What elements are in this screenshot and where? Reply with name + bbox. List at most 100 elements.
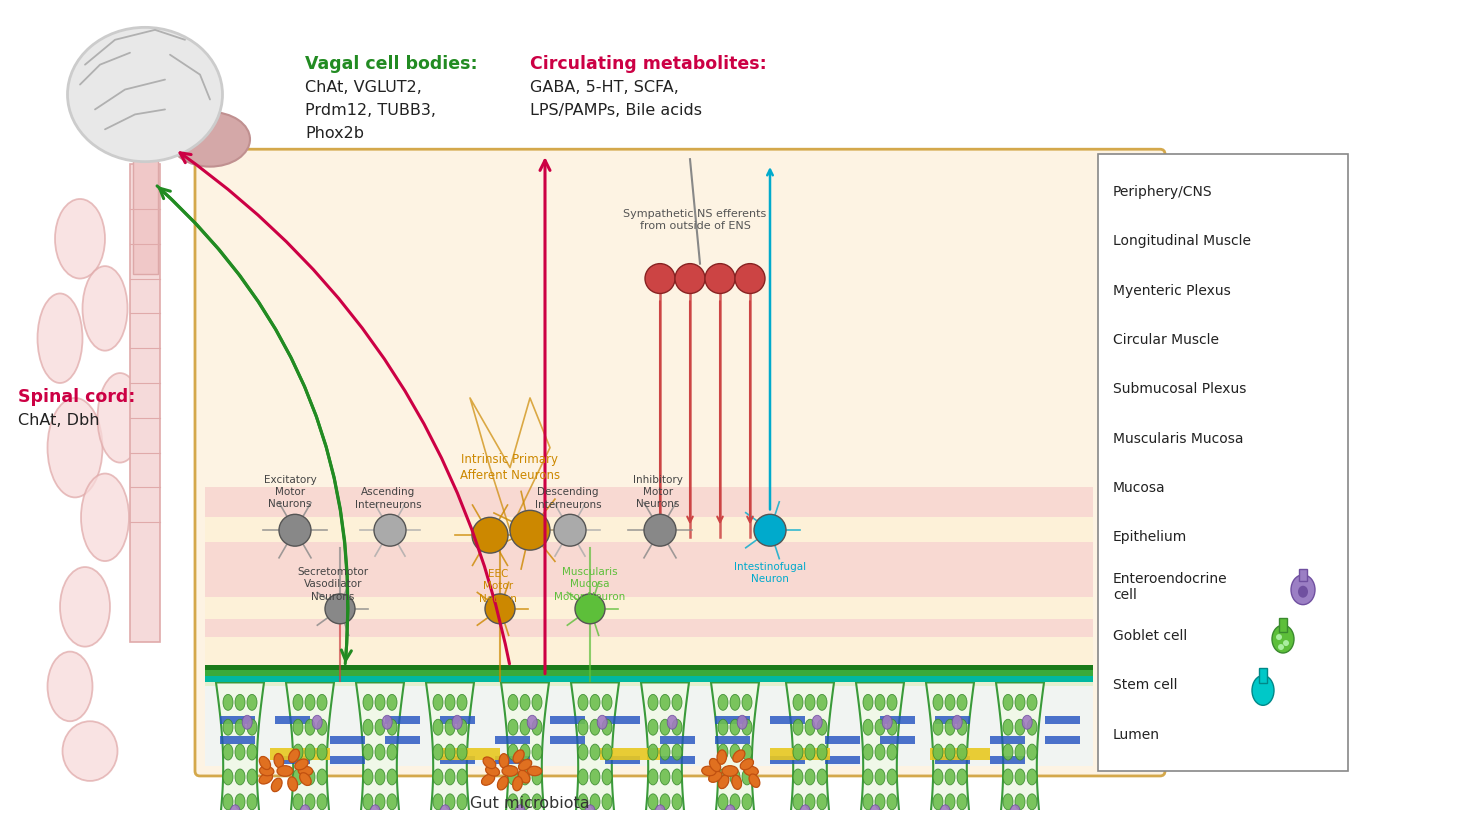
Text: Myenteric Plexus: Myenteric Plexus: [1113, 284, 1230, 298]
Bar: [204, 597, 1094, 619]
Ellipse shape: [1291, 575, 1316, 605]
Ellipse shape: [957, 794, 967, 810]
Bar: [220, 716, 254, 724]
Ellipse shape: [304, 769, 315, 785]
Ellipse shape: [272, 778, 282, 792]
Ellipse shape: [1028, 694, 1036, 711]
Ellipse shape: [387, 794, 397, 810]
Ellipse shape: [725, 805, 735, 814]
Ellipse shape: [434, 720, 442, 735]
Ellipse shape: [742, 794, 753, 810]
Ellipse shape: [875, 694, 885, 711]
Bar: [204, 488, 1094, 518]
Ellipse shape: [1014, 694, 1025, 711]
Ellipse shape: [293, 794, 303, 810]
Ellipse shape: [731, 720, 739, 735]
Ellipse shape: [387, 769, 397, 785]
Ellipse shape: [47, 398, 103, 497]
Bar: [204, 686, 1094, 766]
Ellipse shape: [318, 769, 326, 785]
Ellipse shape: [672, 744, 682, 760]
Ellipse shape: [806, 720, 814, 735]
Ellipse shape: [259, 756, 270, 769]
Bar: [329, 736, 365, 744]
Ellipse shape: [247, 769, 257, 785]
Ellipse shape: [933, 769, 942, 785]
Text: Lumen: Lumen: [1113, 728, 1160, 742]
Bar: [275, 756, 310, 764]
Ellipse shape: [719, 775, 729, 789]
Text: ChAt, Dbh: ChAt, Dbh: [18, 413, 100, 428]
Ellipse shape: [528, 766, 542, 776]
Ellipse shape: [434, 694, 442, 711]
Bar: [606, 716, 639, 724]
Ellipse shape: [293, 720, 303, 735]
Ellipse shape: [717, 744, 728, 760]
Ellipse shape: [509, 794, 517, 810]
Bar: [495, 756, 531, 764]
Ellipse shape: [260, 766, 273, 776]
Ellipse shape: [603, 694, 612, 711]
Ellipse shape: [863, 794, 873, 810]
Ellipse shape: [863, 720, 873, 735]
Ellipse shape: [485, 766, 500, 776]
Circle shape: [644, 514, 676, 546]
Bar: [1098, 154, 1348, 771]
Ellipse shape: [806, 794, 814, 810]
Ellipse shape: [503, 766, 517, 777]
Text: Periphery/CNS: Periphery/CNS: [1113, 185, 1213, 199]
Ellipse shape: [806, 694, 814, 711]
Ellipse shape: [742, 694, 753, 711]
Bar: [989, 736, 1025, 744]
Ellipse shape: [945, 744, 956, 760]
Ellipse shape: [742, 720, 753, 735]
Text: GABA, 5-HT, SCFA,
LPS/PAMPs, Bile acids: GABA, 5-HT, SCFA, LPS/PAMPs, Bile acids: [531, 80, 703, 118]
Ellipse shape: [532, 694, 542, 711]
Text: Muscularis Mucosa: Muscularis Mucosa: [1113, 431, 1244, 446]
Bar: [825, 736, 860, 744]
Ellipse shape: [875, 720, 885, 735]
FancyBboxPatch shape: [196, 149, 1166, 776]
Ellipse shape: [717, 750, 726, 764]
Circle shape: [735, 264, 764, 294]
Ellipse shape: [223, 794, 234, 810]
Bar: [204, 664, 1094, 669]
Bar: [714, 736, 750, 744]
Bar: [989, 756, 1025, 764]
Ellipse shape: [886, 744, 897, 760]
Bar: [881, 716, 914, 724]
Ellipse shape: [875, 794, 885, 810]
Ellipse shape: [223, 769, 234, 785]
Ellipse shape: [300, 772, 312, 786]
Bar: [770, 748, 831, 760]
Text: Submucosal Plexus: Submucosal Plexus: [1113, 383, 1247, 396]
Circle shape: [1276, 634, 1282, 640]
Ellipse shape: [47, 651, 93, 721]
Bar: [1279, 618, 1288, 632]
Ellipse shape: [247, 694, 257, 711]
Ellipse shape: [585, 805, 595, 814]
Polygon shape: [287, 682, 334, 814]
Ellipse shape: [875, 769, 885, 785]
Bar: [881, 736, 914, 744]
Ellipse shape: [863, 769, 873, 785]
Ellipse shape: [445, 794, 456, 810]
Ellipse shape: [375, 794, 385, 810]
Ellipse shape: [484, 757, 495, 768]
Ellipse shape: [648, 794, 659, 810]
Bar: [600, 748, 660, 760]
Ellipse shape: [387, 694, 397, 711]
Ellipse shape: [800, 805, 810, 814]
Ellipse shape: [300, 805, 310, 814]
Ellipse shape: [375, 720, 385, 735]
Ellipse shape: [288, 749, 300, 763]
Bar: [204, 542, 1094, 597]
Bar: [385, 716, 420, 724]
Ellipse shape: [736, 716, 747, 729]
Text: Intestinofugal
Neuron: Intestinofugal Neuron: [734, 562, 806, 584]
Bar: [1045, 716, 1080, 724]
Ellipse shape: [304, 694, 315, 711]
Ellipse shape: [171, 112, 250, 167]
Ellipse shape: [945, 794, 956, 810]
Ellipse shape: [589, 720, 600, 735]
